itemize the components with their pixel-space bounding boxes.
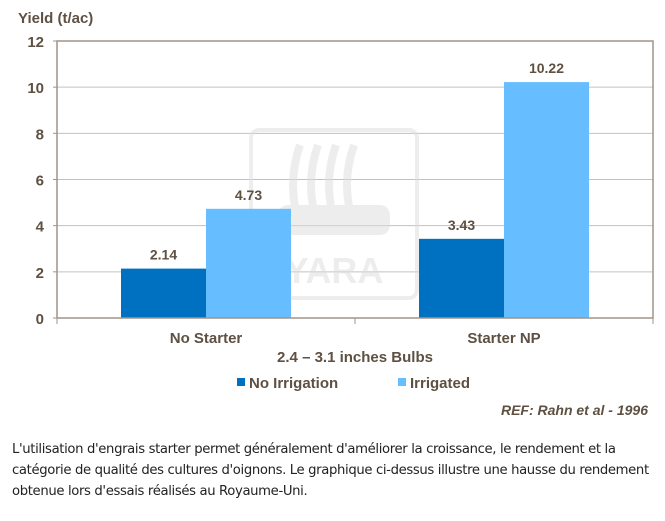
y-tick-label: 8: [36, 126, 44, 143]
y-tick-label: 10: [27, 80, 44, 97]
legend-swatch-irrigated: [398, 378, 406, 386]
x-tick-label: Starter NP: [467, 330, 540, 347]
reference: REF: Rahn et al - 1996: [501, 402, 648, 418]
legend-swatch-no-irrigation: [237, 378, 245, 386]
bar-irrigated: [504, 82, 589, 318]
reference-prefix: REF: [501, 402, 529, 418]
legend-label-irrigated: Irrigated: [410, 375, 470, 392]
legend: No Irrigation Irrigated: [237, 375, 470, 392]
legend-label-no-irrigation: No Irrigation: [249, 375, 338, 392]
y-tick-label: 2: [36, 265, 44, 282]
bar-chart: YARA 2.14 4.73 3.43 10.22 0 2 4 6 8 10 12 No Start…: [18, 10, 654, 418]
y-tick-label: 6: [36, 173, 44, 190]
bars: 2.14 4.73 3.43 10.22: [121, 60, 589, 318]
data-label: 4.73: [235, 187, 262, 203]
axes: 0 2 4 6 8 10 12 No Starter Starter NP: [27, 34, 654, 347]
data-label: 10.22: [529, 60, 564, 76]
y-tick-label: 0: [36, 311, 44, 328]
bar-no-irrigation: [419, 238, 504, 318]
bar-irrigated: [206, 208, 291, 318]
description-paragraph: L'utilisation d'engrais starter permet g…: [12, 442, 649, 499]
bar-no-irrigation: [121, 268, 206, 318]
x-axis-title: 2.4 – 3.1 inches Bulbs: [277, 349, 433, 366]
data-label: 2.14: [150, 247, 177, 263]
x-tick-label: No Starter: [170, 330, 243, 347]
y-axis-title: Yield (t/ac): [18, 10, 93, 27]
reference-text: : Rahn et al - 1996: [529, 402, 648, 418]
y-tick-label: 4: [36, 219, 45, 236]
data-label: 3.43: [448, 217, 475, 233]
y-tick-label: 12: [27, 34, 44, 51]
watermark-text: YARA: [285, 250, 384, 291]
